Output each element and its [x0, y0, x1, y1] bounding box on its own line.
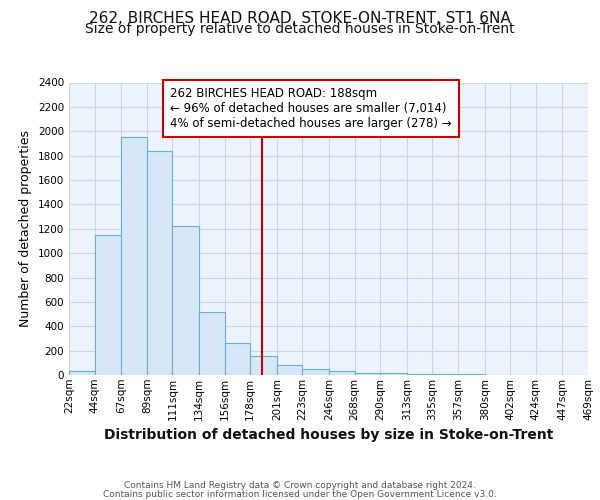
Text: Contains public sector information licensed under the Open Government Licence v3: Contains public sector information licen…	[103, 490, 497, 499]
Bar	[250, 356, 277, 375]
Bar	[147, 151, 172, 375]
Bar	[69, 372, 95, 375]
Bar	[277, 365, 302, 375]
Y-axis label: Number of detached properties: Number of detached properties	[19, 130, 32, 327]
Bar	[407, 374, 433, 375]
Text: 262 BIRCHES HEAD ROAD: 188sqm
← 96% of detached houses are smaller (7,014)
4% of: 262 BIRCHES HEAD ROAD: 188sqm ← 96% of d…	[170, 87, 452, 130]
Bar	[329, 372, 355, 375]
Bar	[199, 312, 224, 375]
Bar	[458, 374, 485, 375]
Bar	[355, 372, 380, 375]
Text: 262, BIRCHES HEAD ROAD, STOKE-ON-TRENT, ST1 6NA: 262, BIRCHES HEAD ROAD, STOKE-ON-TRENT, …	[89, 11, 511, 26]
Bar	[302, 369, 329, 375]
Bar	[380, 373, 407, 375]
Text: Contains HM Land Registry data © Crown copyright and database right 2024.: Contains HM Land Registry data © Crown c…	[124, 481, 476, 490]
Bar	[433, 374, 458, 375]
Text: Distribution of detached houses by size in Stoke-on-Trent: Distribution of detached houses by size …	[104, 428, 553, 442]
Bar	[224, 342, 250, 375]
Bar	[121, 138, 147, 375]
Text: Size of property relative to detached houses in Stoke-on-Trent: Size of property relative to detached ho…	[85, 22, 515, 36]
Bar	[172, 226, 199, 375]
Bar	[95, 235, 121, 375]
